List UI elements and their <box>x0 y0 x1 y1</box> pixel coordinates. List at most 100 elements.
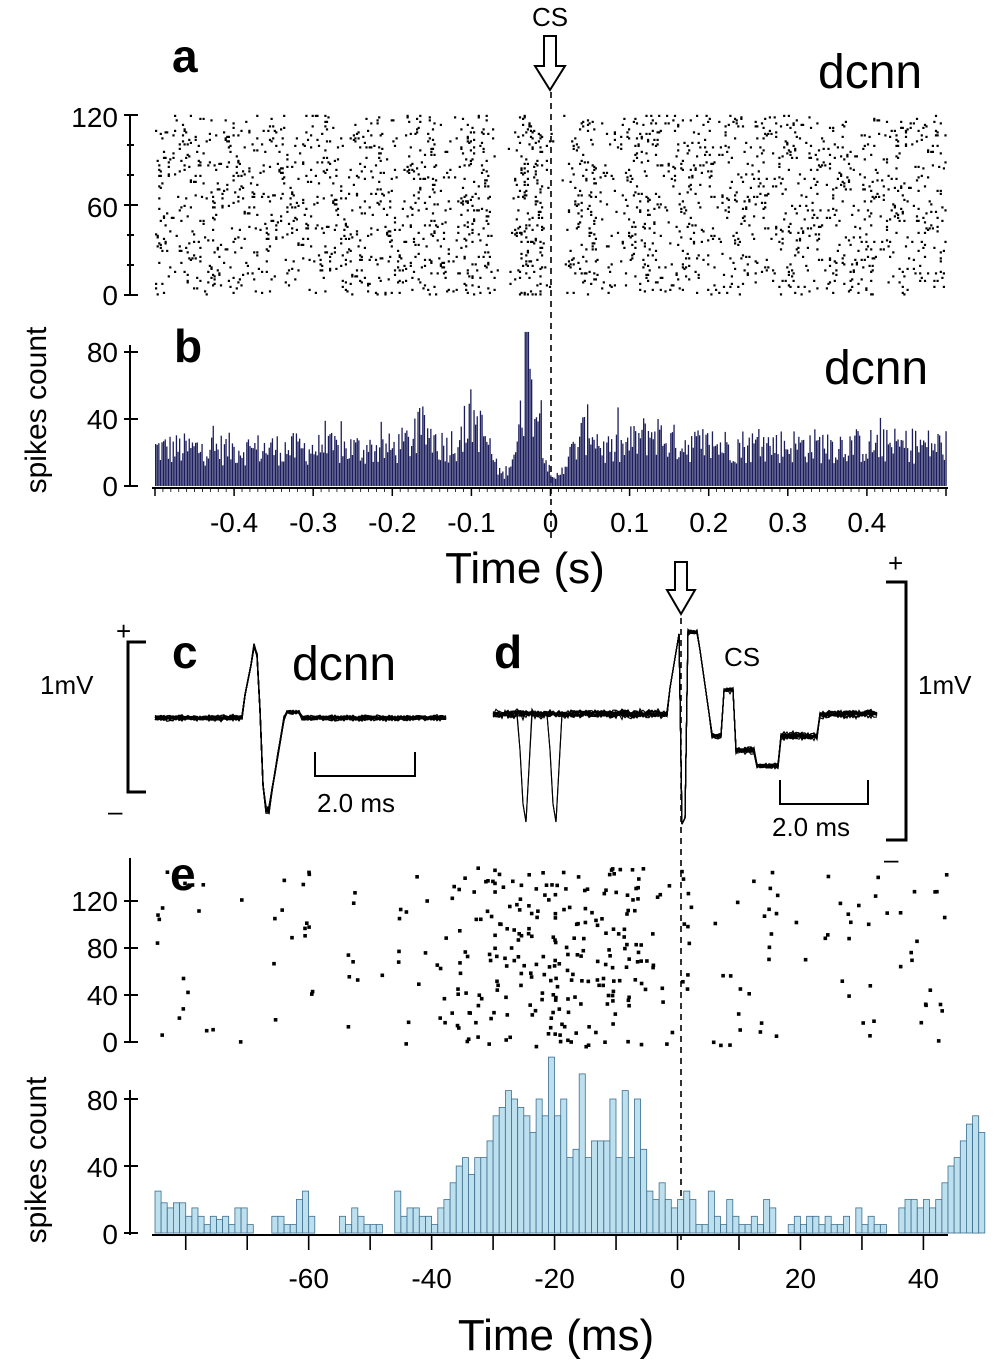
spike-dot <box>378 203 381 206</box>
hist-bar <box>428 438 430 486</box>
spike-dot <box>533 129 536 132</box>
spike-dot <box>485 243 488 246</box>
spike-dot <box>642 123 645 126</box>
spike-dot <box>865 248 868 251</box>
hist-bar <box>240 1207 248 1234</box>
spike-dot <box>174 173 177 176</box>
spike-dot <box>477 285 480 288</box>
spike-dot <box>430 272 433 275</box>
hist-bar <box>560 1098 568 1234</box>
spike-dot <box>753 177 756 180</box>
spike-dot <box>889 218 892 221</box>
spike-dot <box>389 200 392 203</box>
spike-dot <box>344 222 347 225</box>
spike-dot <box>605 245 609 248</box>
spike-dot <box>167 174 170 177</box>
spike-dot <box>574 1031 578 1035</box>
hist-bar <box>751 433 754 486</box>
spike-dot <box>876 179 879 182</box>
spike-dot <box>828 264 832 267</box>
spike-dot <box>734 267 737 270</box>
spike-dot <box>667 162 670 165</box>
spike-dot <box>566 952 570 957</box>
spike-dot <box>707 170 710 173</box>
spike-dot <box>460 201 463 204</box>
spike-dot <box>534 170 537 173</box>
spike-dot <box>357 245 360 248</box>
spike-dot <box>529 135 533 138</box>
spike-dot <box>936 279 939 282</box>
spike-dot <box>351 275 354 278</box>
spike-dot <box>604 164 607 167</box>
spike-dot <box>944 209 947 212</box>
hist-bar <box>541 1115 549 1234</box>
spike-dot <box>549 978 553 983</box>
spike-dot <box>264 150 267 153</box>
waveform-trace <box>154 643 447 812</box>
spike-dot <box>753 215 756 218</box>
hist-bar <box>527 331 530 486</box>
hist-bar <box>371 444 373 486</box>
spike-dot <box>325 140 329 143</box>
spike-dot <box>882 198 885 201</box>
hist-bar <box>529 1132 537 1234</box>
spike-dot <box>465 200 468 203</box>
spike-dot <box>430 261 433 264</box>
spike-dot <box>871 269 874 272</box>
spike-dot <box>637 192 640 195</box>
spike-dot <box>302 198 305 201</box>
spike-dot <box>267 129 270 132</box>
spike-dot <box>866 255 870 258</box>
spike-dot <box>226 183 229 186</box>
spike-dot <box>727 206 730 209</box>
spike-dot <box>180 249 183 252</box>
hist-bar <box>495 458 498 486</box>
spike-dot <box>647 264 650 267</box>
spike-dot <box>936 189 939 192</box>
hist-bar <box>348 458 350 486</box>
spike-dot <box>579 221 582 224</box>
hist-bar <box>234 1207 242 1234</box>
spike-dot <box>931 164 934 167</box>
spike-dot <box>359 162 362 165</box>
spike-dot <box>237 200 240 203</box>
hist-bar <box>315 451 317 486</box>
spike-dot <box>473 219 476 222</box>
hist-bar <box>425 444 427 486</box>
spike-dot <box>406 165 409 168</box>
hist-bar <box>921 445 923 486</box>
hist-bar <box>436 451 438 486</box>
spike-dot <box>580 194 583 197</box>
spike-dot <box>775 135 778 138</box>
spike-dot <box>185 197 188 200</box>
spike-dot <box>308 258 311 261</box>
spike-dot <box>349 168 352 171</box>
spike-dot <box>794 207 797 210</box>
spike-dot <box>351 209 354 212</box>
hist-bar <box>897 439 899 486</box>
spike-dot <box>393 273 397 276</box>
spike-dot <box>711 1040 716 1045</box>
spike-dot <box>900 120 903 123</box>
spike-dot <box>797 182 800 185</box>
spike-dot <box>541 150 544 153</box>
spike-dot <box>325 120 329 123</box>
spike-dot <box>303 144 306 147</box>
hist-bar <box>273 455 275 486</box>
spike-dot <box>922 246 925 249</box>
spike-dot <box>360 258 363 261</box>
spike-dot <box>686 924 690 929</box>
spike-dot <box>745 207 748 210</box>
spike-dot <box>226 135 229 138</box>
spike-dot <box>251 195 254 198</box>
spike-dot <box>938 1002 943 1007</box>
spike-dot <box>528 125 531 128</box>
hist-bar <box>548 1056 555 1234</box>
spike-dot <box>553 1032 557 1036</box>
spike-dot <box>480 141 484 144</box>
spike-dot <box>449 140 452 143</box>
spike-dot <box>764 194 767 197</box>
spike-dot <box>609 270 612 273</box>
spike-dot <box>518 293 522 296</box>
spike-dot <box>711 146 715 149</box>
